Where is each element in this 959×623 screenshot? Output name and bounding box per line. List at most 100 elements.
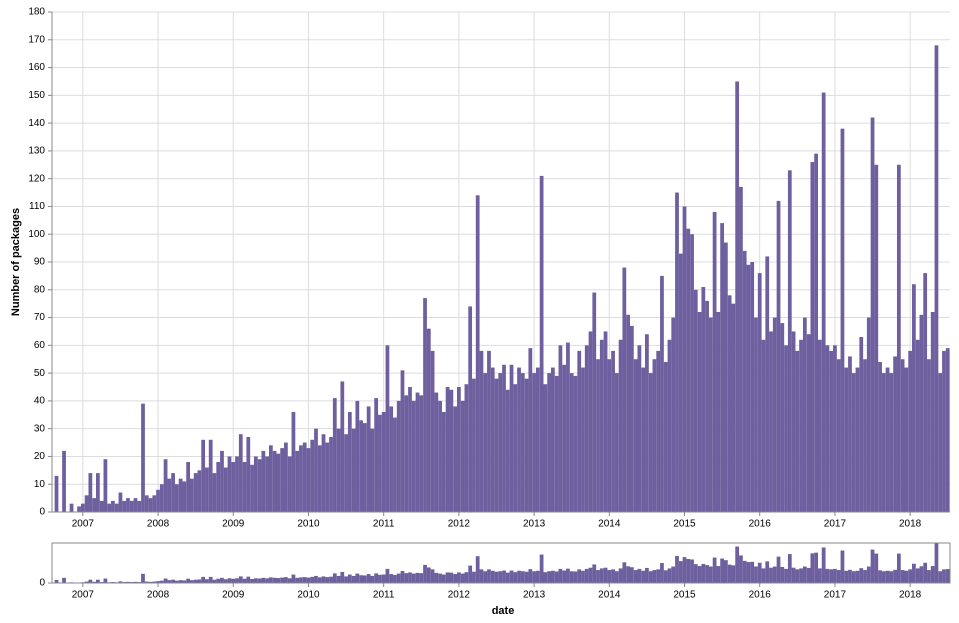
bar [558, 345, 563, 512]
bar [750, 262, 755, 512]
bar [569, 373, 574, 512]
bar [103, 459, 108, 512]
x-tick-label: 2013 [523, 519, 546, 530]
overview-bar [208, 576, 213, 583]
bar [682, 206, 687, 512]
bar [520, 373, 525, 512]
bar [205, 467, 209, 512]
bar [870, 117, 875, 513]
overview-bar [629, 567, 634, 583]
overview-bar [750, 561, 755, 583]
bar [708, 317, 713, 512]
bar [163, 459, 168, 512]
overview-bar [675, 555, 679, 583]
bar [863, 359, 867, 512]
bar [641, 367, 646, 512]
overview-bar [325, 577, 330, 583]
overview-bar [701, 563, 706, 583]
overview-bar [577, 569, 582, 583]
overview-bar [866, 566, 871, 583]
bar [291, 412, 296, 512]
bar [554, 375, 559, 512]
bar [915, 339, 920, 512]
bar [242, 462, 247, 512]
overview-bar [475, 556, 480, 583]
overview-bar [299, 577, 303, 583]
bar [88, 473, 93, 512]
bar [848, 356, 852, 512]
overview-bar [344, 576, 348, 583]
bar [415, 392, 420, 512]
bar [182, 481, 187, 512]
overview-bar [227, 578, 232, 583]
bar [314, 428, 318, 512]
overview-bar [818, 568, 822, 583]
bar [310, 439, 315, 512]
overview-bar [660, 563, 664, 583]
overview-bar [528, 569, 533, 583]
overview-bar [144, 581, 149, 583]
bar [799, 339, 803, 512]
overview-bar [242, 578, 247, 583]
bar [881, 373, 886, 512]
overview-bar [934, 543, 939, 583]
bar [577, 350, 582, 512]
bar [460, 400, 465, 512]
overview-bar [276, 578, 281, 583]
bar [265, 456, 269, 512]
x-tick-label: 2008 [147, 519, 170, 530]
bar [238, 434, 243, 512]
bar [599, 339, 604, 512]
bar [833, 345, 837, 512]
bar [453, 406, 458, 512]
overview-bar [802, 566, 807, 583]
bar [904, 367, 909, 512]
overview-bar [487, 569, 491, 583]
bar [893, 356, 897, 512]
bar [551, 367, 555, 512]
overview-bar [182, 580, 187, 583]
bar [802, 317, 807, 512]
bar [934, 45, 939, 512]
x-tick-label: 2013 [523, 590, 546, 601]
bar [340, 381, 345, 512]
bar [272, 450, 277, 512]
overview-bar [520, 571, 525, 583]
overview-bar [317, 577, 322, 583]
bar [896, 164, 901, 512]
overview-bar [942, 569, 946, 583]
overview-bar [366, 574, 371, 583]
overview-bar [174, 580, 179, 583]
bar [930, 312, 935, 512]
overview-bar [95, 579, 100, 583]
overview-bar [904, 570, 909, 583]
x-tick-label: 2015 [673, 590, 696, 601]
overview-bar [250, 579, 254, 583]
x-tick-label: 2017 [824, 519, 847, 530]
overview-bar [118, 581, 123, 583]
bar [814, 153, 819, 512]
bar [502, 364, 506, 512]
bar [505, 389, 510, 512]
overview-bar [618, 568, 623, 583]
bar [62, 450, 66, 512]
overview-bar [603, 567, 608, 583]
overview-bar [656, 569, 661, 583]
x-tick-label: 2018 [899, 590, 922, 601]
overview-bar [490, 570, 495, 583]
bar [381, 412, 386, 512]
bar [603, 331, 608, 512]
overview-bar [141, 573, 145, 583]
overview-bar [652, 570, 657, 583]
bar [656, 350, 661, 512]
overview-bar [310, 576, 315, 583]
bar [426, 328, 431, 512]
overview-bar [411, 573, 416, 583]
overview-bar [268, 577, 273, 583]
overview-bar [460, 573, 465, 583]
bar [299, 445, 303, 512]
bar [723, 242, 728, 513]
overview-bar [393, 575, 397, 583]
overview-bar [848, 569, 852, 583]
overview-bar [663, 570, 668, 583]
